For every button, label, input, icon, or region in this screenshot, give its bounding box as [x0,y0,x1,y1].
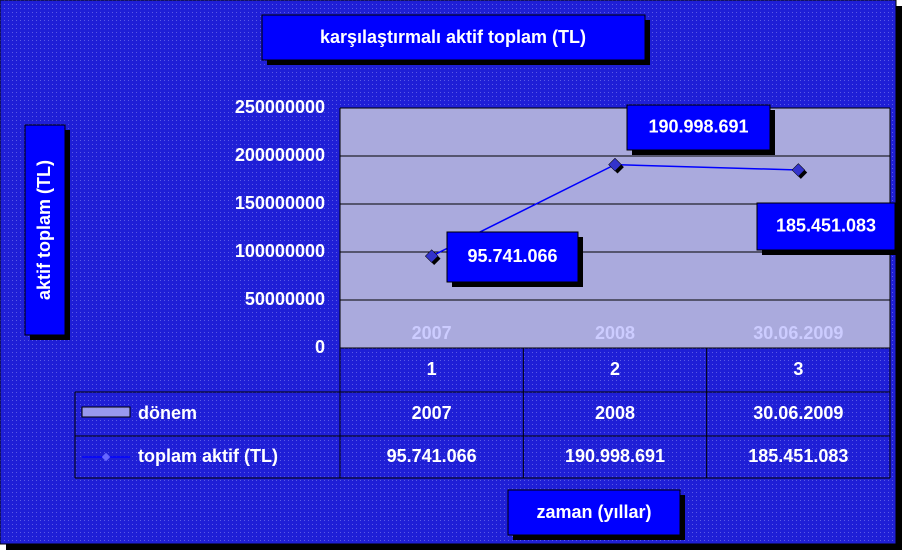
category-label: 30.06.2009 [753,323,843,343]
table-cell: 190.998.691 [565,446,665,466]
marker [791,163,806,177]
x-tick-label: 2 [610,359,620,379]
marker [608,157,622,172]
data-label: 95.741.066 [467,246,557,266]
data-label: 185.451.083 [776,215,876,235]
shadow [6,544,902,550]
y-tick-label: 0 [315,337,325,357]
category-label: 2008 [595,323,635,343]
table-cell: 2008 [595,403,635,423]
marker [424,249,439,263]
x-axis-label: zaman (yıllar) [536,502,651,522]
legend-marker [101,452,111,462]
legend-label: dönem [138,403,197,423]
y-tick-label: 50000000 [245,289,325,309]
table-cell: 185.451.083 [748,446,848,466]
x-tick-label: 3 [793,359,803,379]
data-label-box [626,104,771,151]
data-label-box [446,231,579,283]
y-tick-label: 250000000 [235,97,325,117]
data-label-box [756,202,896,251]
table-cell: 95.741.066 [387,446,477,466]
legend-label: toplam aktif (TL) [138,446,278,466]
category-label: 2007 [412,323,452,343]
shadow [896,6,902,550]
table-cell: 30.06.2009 [753,403,843,423]
x-label-box [507,489,681,536]
x-tick-label: 1 [427,359,437,379]
table-cell: 2007 [412,403,452,423]
y-tick-label: 150000000 [235,193,325,213]
data-label: 190.998.691 [648,116,748,136]
y-tick-label: 200000000 [235,145,325,165]
legend-swatch [81,406,131,418]
chart-title: karşılaştırmalı aktif toplam (TL) [320,27,586,47]
y-tick-label: 100000000 [235,241,325,261]
y-axis-label: aktif toplam (TL) [34,160,54,300]
y-label-box [24,124,66,336]
title-box [261,14,646,61]
